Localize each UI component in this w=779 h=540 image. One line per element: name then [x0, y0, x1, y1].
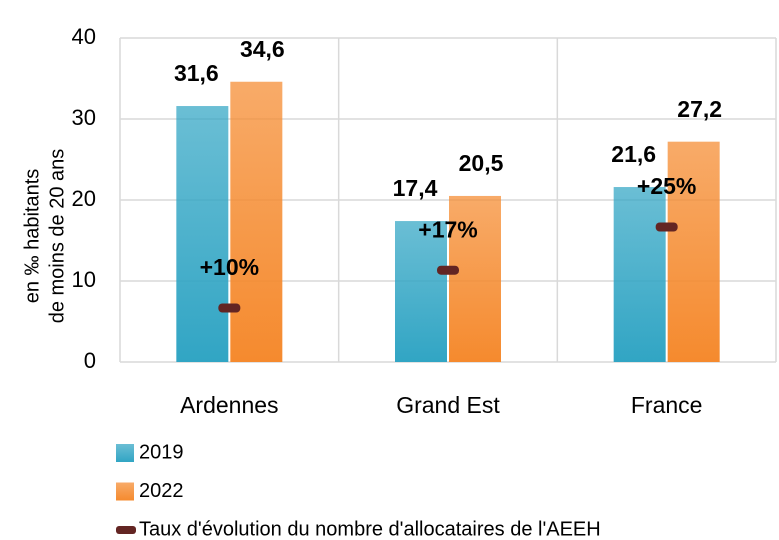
bar [176, 106, 229, 362]
y-axis-title: de moins de 20 ans [46, 149, 68, 324]
y-axis-title: en ‰ habitants [21, 169, 43, 304]
y-tick-label: 30 [72, 105, 96, 130]
y-tick-label: 40 [72, 24, 96, 49]
y-tick-label: 20 [72, 186, 96, 211]
legend-symbol [116, 526, 136, 534]
rate-marker [437, 265, 459, 275]
bar-label: 34,6 [240, 36, 285, 62]
legend-symbol [116, 482, 134, 501]
rate-label: +10% [200, 254, 259, 280]
rate-marker [655, 222, 678, 232]
bar-label: 17,4 [393, 175, 438, 201]
rate-label: +25% [637, 173, 696, 199]
bar [230, 81, 283, 363]
bar [667, 141, 720, 362]
rate-marker [218, 303, 241, 313]
legend-label: 2022 [139, 480, 184, 502]
bar-label: 31,6 [174, 60, 219, 86]
bar-label: 21,6 [611, 141, 656, 167]
y-tick-label: 0 [84, 348, 96, 373]
legend-symbol [116, 444, 134, 462]
x-tick-label: Grand Est [396, 392, 500, 418]
x-tick-label: Ardennes [180, 392, 278, 418]
bar [449, 195, 501, 362]
legend-label: 2019 [139, 441, 184, 463]
y-tick-label: 10 [72, 267, 96, 292]
bar-label: 20,5 [459, 150, 504, 176]
legend-label: Taux d'évolution du nombre d'allocataire… [139, 518, 601, 540]
bar-label: 27,2 [677, 96, 722, 122]
rate-label: +17% [418, 216, 477, 242]
bar [613, 187, 666, 362]
bar [395, 221, 447, 362]
x-tick-label: France [631, 392, 703, 418]
